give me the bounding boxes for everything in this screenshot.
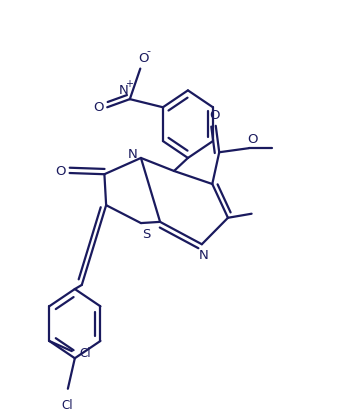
Text: O: O <box>247 133 258 146</box>
Text: Cl: Cl <box>61 398 73 412</box>
Text: O: O <box>209 109 219 122</box>
Text: Cl: Cl <box>79 346 91 360</box>
Text: O: O <box>56 165 66 178</box>
Text: N: N <box>127 148 137 161</box>
Text: +: + <box>125 79 133 89</box>
Text: O: O <box>93 101 104 114</box>
Text: -: - <box>147 46 151 56</box>
Text: N: N <box>199 249 208 262</box>
Text: O: O <box>138 52 148 65</box>
Text: S: S <box>142 228 150 241</box>
Text: N: N <box>119 84 128 98</box>
